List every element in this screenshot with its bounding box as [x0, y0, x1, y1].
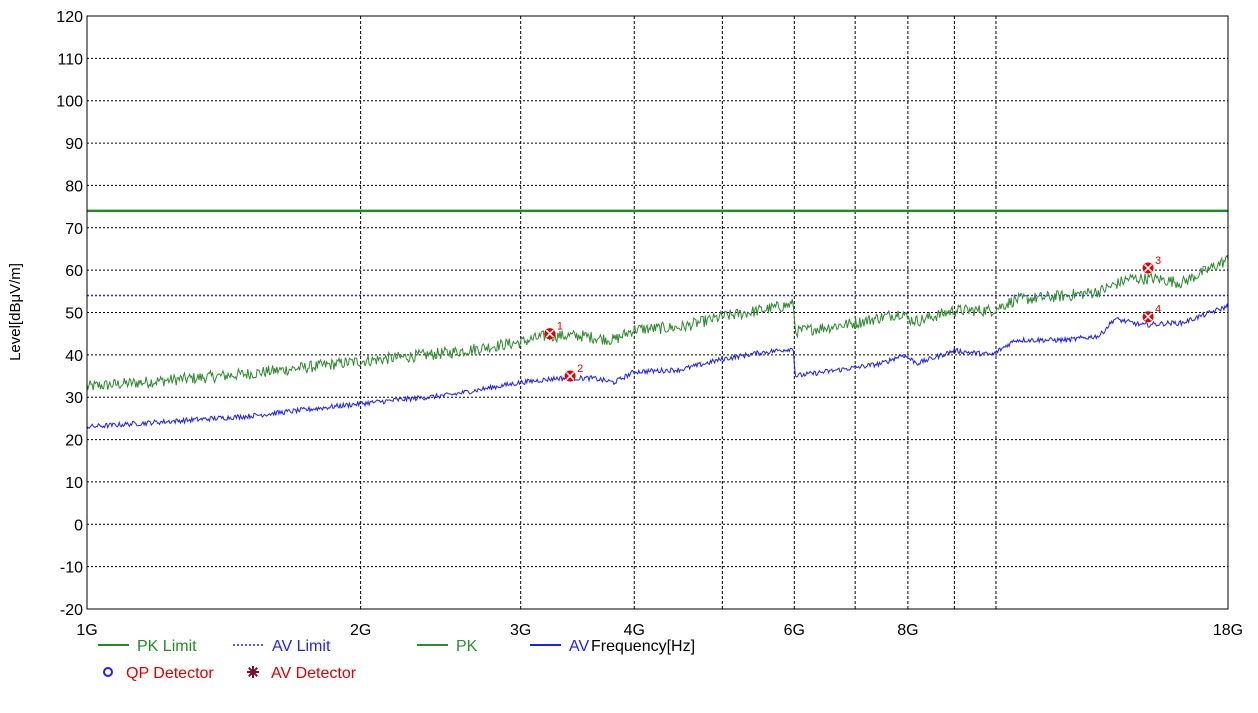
- legend-circle-symbol: [103, 667, 113, 677]
- x-tick-label: 6G: [784, 622, 805, 639]
- marker-cross: [1143, 312, 1153, 321]
- markers-layer: 1 2 3 4: [544, 255, 1161, 382]
- marker-label: 1: [557, 321, 563, 333]
- marker-cross: [545, 329, 554, 338]
- legend-item-label: AV Detector: [271, 665, 357, 682]
- legend-item-label: PK: [456, 638, 478, 655]
- legend-item-label: PK Limit: [137, 638, 197, 655]
- marker-4: 4: [1142, 304, 1161, 323]
- series-layer: [86, 209, 1229, 430]
- grid: [87, 16, 1228, 609]
- y-tick-label: 40: [65, 348, 83, 365]
- marker-cross: [566, 371, 575, 381]
- y-tick-label: 50: [65, 306, 83, 323]
- x-axis: 1G 2G 3G 4G 6G 8G 18G: [76, 622, 1243, 639]
- legend-item-label: QP Detector: [126, 665, 214, 682]
- x-tick-label: 2G: [350, 622, 371, 639]
- y-tick-label: 80: [65, 178, 83, 195]
- legend-item-label: AV Limit: [272, 638, 331, 655]
- y-tick-label: 20: [65, 433, 83, 450]
- marker-label: 3: [1155, 255, 1161, 267]
- legend-item-label: AV: [569, 638, 589, 655]
- series-av-line: [86, 302, 1229, 430]
- marker-1: 1: [544, 321, 563, 340]
- plot-area: [86, 15, 1229, 610]
- y-tick-label: 70: [65, 221, 83, 238]
- y-tick-label: 60: [65, 263, 83, 280]
- y-tick-label: -20: [60, 602, 83, 619]
- marker-cross: [1143, 263, 1153, 273]
- y-tick-label: -10: [60, 560, 83, 577]
- x-axis-label: Frequency[Hz]: [591, 638, 695, 655]
- y-tick-label: 0: [74, 517, 83, 534]
- marker-3: 3: [1142, 255, 1161, 274]
- marker-label: 2: [577, 363, 583, 375]
- x-tick-label: 1G: [76, 622, 97, 639]
- y-tick-label: 100: [56, 94, 83, 111]
- series-pk-line: [86, 254, 1229, 391]
- x-tick-label: 3G: [510, 622, 531, 639]
- x-tick-label: 18G: [1213, 622, 1243, 639]
- legend: PK Limit AV Limit PK AV Frequency[Hz] QP Dete…: [98, 638, 695, 682]
- marker-2: 2: [564, 363, 583, 382]
- legend-star-symbol: [248, 667, 258, 677]
- marker-label: 4: [1155, 304, 1161, 316]
- y-tick-label: 110: [57, 51, 83, 68]
- y-tick-label: 30: [65, 390, 83, 407]
- x-tick-label: 8G: [897, 622, 918, 639]
- y-tick-label: 90: [65, 136, 83, 153]
- y-axis-label: Level[dBμV/m]: [7, 263, 24, 361]
- y-tick-label: 120: [56, 9, 83, 26]
- y-tick-label: 10: [65, 475, 83, 492]
- y-axis: -20 -10 0 10 20 30 40 50 60 70 80 90 100 110 120: [56, 9, 83, 619]
- x-tick-label: 4G: [624, 622, 645, 639]
